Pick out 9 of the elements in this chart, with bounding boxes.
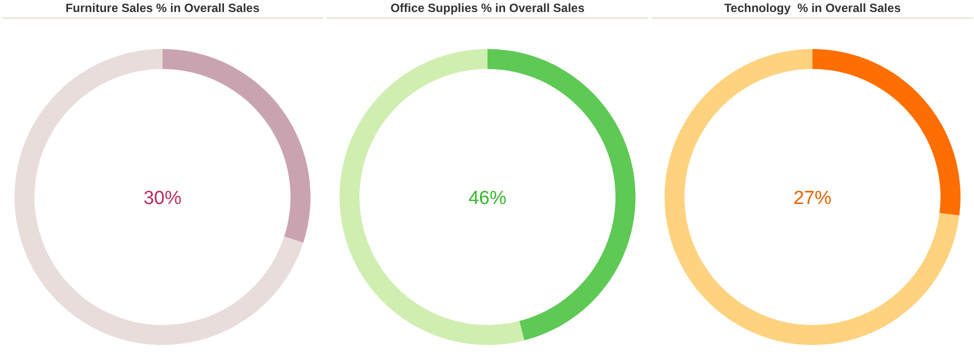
text: 30% [143, 188, 182, 209]
donut-slice [664, 49, 960, 345]
chart-title: Technology % in Overall Sales [724, 1, 902, 15]
chart-title: Office Supplies % in Overall Sales [390, 1, 585, 15]
donut-slice [14, 49, 304, 345]
text: 46% [468, 188, 507, 209]
text: 27% [793, 188, 832, 209]
chart-title: Furniture Sales % in Overall Sales [65, 1, 260, 15]
donut-slice [340, 49, 524, 345]
